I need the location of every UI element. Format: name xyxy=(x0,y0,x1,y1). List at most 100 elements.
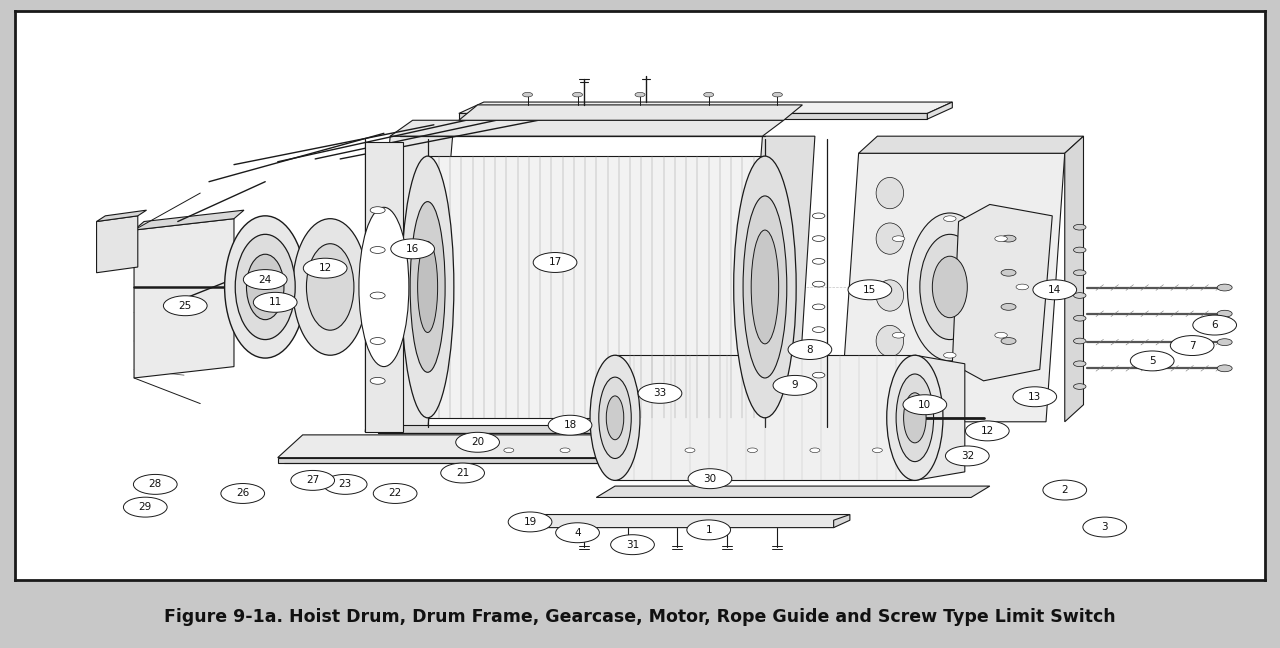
Circle shape xyxy=(635,93,645,97)
Text: 14: 14 xyxy=(1048,285,1061,295)
Circle shape xyxy=(1217,339,1233,345)
Circle shape xyxy=(923,448,932,452)
Circle shape xyxy=(1217,310,1233,317)
Circle shape xyxy=(253,292,297,312)
Text: 5: 5 xyxy=(1149,356,1156,366)
Text: 6: 6 xyxy=(1211,320,1219,330)
Ellipse shape xyxy=(876,325,904,356)
Circle shape xyxy=(374,483,417,503)
Ellipse shape xyxy=(887,355,943,480)
Circle shape xyxy=(1074,247,1085,253)
Circle shape xyxy=(849,280,892,300)
Circle shape xyxy=(1193,315,1236,335)
Text: 18: 18 xyxy=(563,420,577,430)
Circle shape xyxy=(1001,303,1016,310)
Circle shape xyxy=(291,470,334,491)
Ellipse shape xyxy=(410,202,445,373)
Circle shape xyxy=(370,207,385,214)
Text: 12: 12 xyxy=(319,263,332,273)
Circle shape xyxy=(534,253,577,272)
Ellipse shape xyxy=(306,244,353,330)
Text: 20: 20 xyxy=(471,437,484,447)
Polygon shape xyxy=(428,156,765,418)
Circle shape xyxy=(687,520,731,540)
Circle shape xyxy=(813,281,824,287)
Ellipse shape xyxy=(896,374,933,461)
Ellipse shape xyxy=(744,196,787,378)
Circle shape xyxy=(123,497,168,517)
Text: 15: 15 xyxy=(863,285,877,295)
Circle shape xyxy=(1001,235,1016,242)
Text: 17: 17 xyxy=(548,257,562,268)
Ellipse shape xyxy=(932,256,968,318)
Circle shape xyxy=(1074,338,1085,344)
Text: 3: 3 xyxy=(1101,522,1108,532)
Circle shape xyxy=(622,448,632,452)
Text: 11: 11 xyxy=(269,297,282,307)
Text: 13: 13 xyxy=(1028,392,1042,402)
Polygon shape xyxy=(833,515,850,527)
Circle shape xyxy=(1074,293,1085,298)
Circle shape xyxy=(946,446,989,466)
Polygon shape xyxy=(915,355,965,480)
Ellipse shape xyxy=(236,235,296,340)
Circle shape xyxy=(324,474,367,494)
Circle shape xyxy=(1001,270,1016,276)
Circle shape xyxy=(1074,316,1085,321)
Circle shape xyxy=(1016,284,1029,290)
Circle shape xyxy=(873,448,882,452)
Text: 33: 33 xyxy=(653,388,667,399)
Circle shape xyxy=(685,448,695,452)
Polygon shape xyxy=(365,136,453,432)
Circle shape xyxy=(221,483,265,503)
Polygon shape xyxy=(859,136,1083,153)
Circle shape xyxy=(522,93,532,97)
Circle shape xyxy=(1170,336,1213,356)
Text: 24: 24 xyxy=(259,275,271,284)
Polygon shape xyxy=(1065,136,1083,422)
Text: 2: 2 xyxy=(1061,485,1068,495)
Circle shape xyxy=(1074,224,1085,230)
Text: 1: 1 xyxy=(705,525,712,535)
Polygon shape xyxy=(596,486,989,498)
Circle shape xyxy=(1217,365,1233,372)
Polygon shape xyxy=(96,210,146,222)
Text: 19: 19 xyxy=(524,517,536,527)
Circle shape xyxy=(1012,387,1056,407)
Text: 12: 12 xyxy=(980,426,995,436)
Circle shape xyxy=(639,384,682,403)
Circle shape xyxy=(133,474,177,494)
Circle shape xyxy=(504,448,513,452)
Polygon shape xyxy=(384,425,783,433)
Circle shape xyxy=(748,448,758,452)
Ellipse shape xyxy=(876,223,904,254)
Circle shape xyxy=(370,338,385,345)
Polygon shape xyxy=(365,142,403,432)
Circle shape xyxy=(370,292,385,299)
Circle shape xyxy=(370,377,385,384)
Text: 22: 22 xyxy=(389,489,402,498)
Ellipse shape xyxy=(599,377,631,459)
Circle shape xyxy=(892,332,905,338)
Polygon shape xyxy=(458,105,803,121)
Ellipse shape xyxy=(607,396,623,440)
Circle shape xyxy=(548,415,591,435)
Circle shape xyxy=(164,295,207,316)
Text: 26: 26 xyxy=(236,489,250,498)
Text: 23: 23 xyxy=(338,480,352,489)
Circle shape xyxy=(561,448,570,452)
Ellipse shape xyxy=(876,178,904,209)
Circle shape xyxy=(995,236,1007,242)
Polygon shape xyxy=(134,218,234,378)
Text: 30: 30 xyxy=(704,474,717,483)
Polygon shape xyxy=(458,113,927,119)
Circle shape xyxy=(1074,270,1085,275)
Circle shape xyxy=(1074,361,1085,367)
Circle shape xyxy=(1033,280,1076,300)
Circle shape xyxy=(813,373,824,378)
Circle shape xyxy=(813,259,824,264)
Polygon shape xyxy=(927,102,952,119)
Polygon shape xyxy=(390,121,783,136)
Ellipse shape xyxy=(876,280,904,311)
Circle shape xyxy=(390,239,434,259)
